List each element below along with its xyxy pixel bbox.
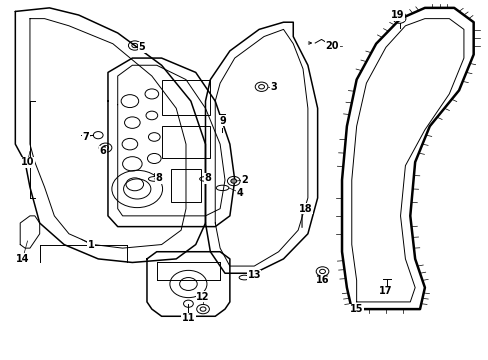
Text: 15: 15 [349,304,363,314]
Text: 14: 14 [16,254,29,264]
Text: 1: 1 [87,239,94,249]
Text: 2: 2 [241,175,247,185]
Text: 16: 16 [315,275,328,285]
Text: 7: 7 [82,132,89,142]
Text: 20: 20 [325,41,338,50]
Text: 8: 8 [204,173,211,183]
Text: 10: 10 [20,157,34,167]
Text: 17: 17 [378,286,392,296]
Circle shape [230,179,236,183]
Text: 19: 19 [390,10,404,20]
Text: 18: 18 [298,204,312,214]
Text: 12: 12 [196,292,209,302]
Text: 9: 9 [219,116,225,126]
Text: 13: 13 [247,270,261,280]
Text: 5: 5 [139,42,145,52]
Text: 3: 3 [270,82,277,92]
Text: 11: 11 [182,313,195,323]
Text: 4: 4 [236,188,243,198]
Text: 6: 6 [100,146,106,156]
Text: 8: 8 [155,173,163,183]
